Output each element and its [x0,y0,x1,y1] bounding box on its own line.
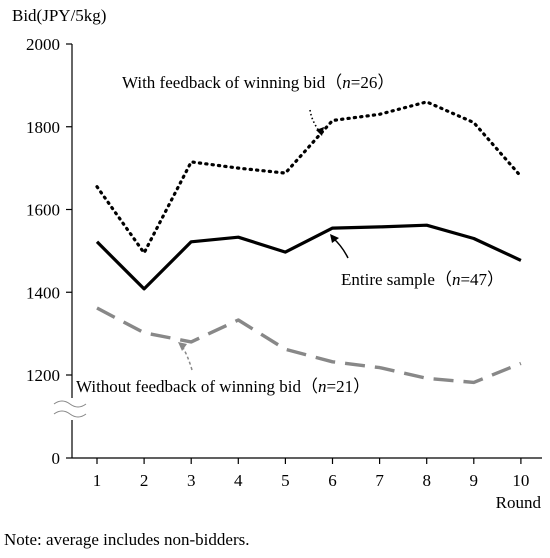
x-tick-label: 5 [281,471,290,490]
arrow-with-feedback [309,109,321,133]
y-axis-ticks: 0 1200 1400 1600 1800 2000 [26,35,72,468]
x-tick-label: 6 [328,471,337,490]
arrowhead-with-feedback [316,127,324,136]
y-tick-label: 1800 [26,118,60,137]
series-layer [95,100,523,385]
label-with-feedback: With feedback of winning bid（n=26） [122,73,394,92]
arrowhead-entire [330,234,339,243]
x-tick-label: 8 [422,471,431,490]
label-without-feedback: Without feedback of winning bid（n=21） [76,377,370,396]
label-entire-sample: Entire sample（n=47） [341,270,504,289]
arrow-entire [332,237,349,259]
y-axis-title: Bid(JPY/5kg) [12,6,106,25]
y-tick-label: 0 [52,449,61,468]
series-line-solid [95,223,522,291]
x-tick-label: 1 [93,471,102,490]
y-tick-label: 1400 [26,283,60,302]
x-tick-label: 7 [375,471,384,490]
y-tick-label: 1600 [26,201,60,220]
arrowhead-without-feedback [178,342,187,351]
arrow-without-feedback [181,345,193,371]
x-tick-label: 10 [512,471,529,490]
annotation-arrows [178,109,349,371]
y-tick-label: 2000 [26,35,60,54]
x-tick-label: 4 [234,471,243,490]
x-tick-label: 2 [140,471,149,490]
axis-break-icon [53,398,87,420]
footnote: Note: average includes non-bidders. [4,530,250,549]
series-line-dotted [95,100,523,255]
x-axis-ticks: 1 2 3 4 5 6 7 8 9 10 [93,458,529,490]
series-line-dashed [96,306,522,385]
x-tick-label: 3 [187,471,196,490]
x-tick-label: 9 [470,471,479,490]
y-tick-label: 1200 [26,366,60,385]
x-axis-title: Round [496,493,542,512]
